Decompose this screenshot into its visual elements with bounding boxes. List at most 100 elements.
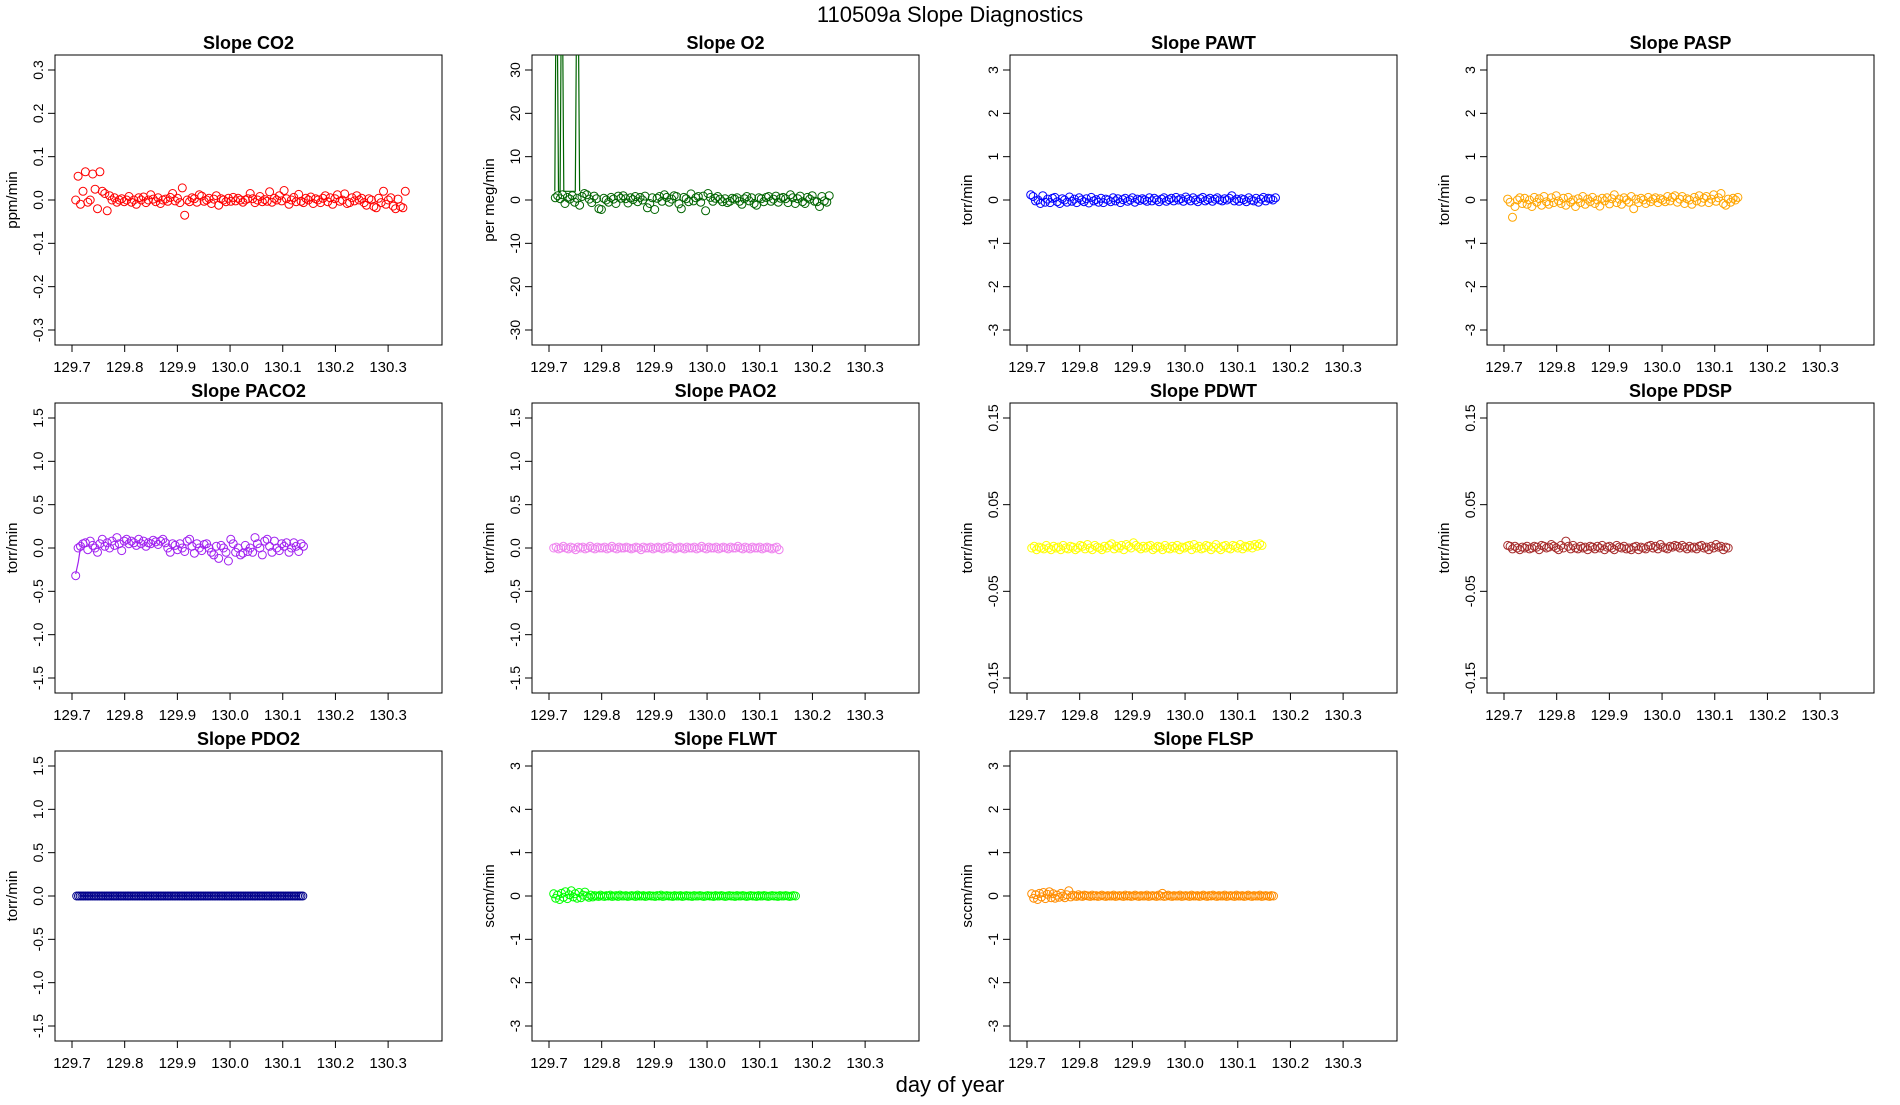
data-point <box>1044 543 1054 553</box>
data-point <box>1147 196 1157 206</box>
data-point <box>1561 536 1571 546</box>
data-point <box>93 204 102 214</box>
y-axis-label: ppm/min <box>4 171 21 229</box>
data-point <box>697 541 707 551</box>
x-tick-label: 130.3 <box>369 359 407 376</box>
data-point <box>665 541 675 551</box>
data-point <box>1191 195 1200 205</box>
data-point <box>148 194 158 204</box>
data-point <box>559 892 568 902</box>
data-point <box>1175 545 1185 555</box>
y-tick-label: -2 <box>507 976 523 989</box>
y-tick-label: -1.5 <box>30 666 46 690</box>
x-tick-label: 130.2 <box>794 707 832 724</box>
data-point <box>1508 544 1517 554</box>
data-point <box>374 193 384 203</box>
data-point <box>206 547 216 557</box>
data-point <box>646 542 656 552</box>
data-point <box>289 192 299 202</box>
y-tick-label: 0 <box>507 196 523 204</box>
data-point <box>1203 195 1213 205</box>
data-point <box>126 197 136 207</box>
x-tick-label: 129.9 <box>1591 707 1629 724</box>
y-tick-label: -0.15 <box>1462 662 1478 694</box>
chart-paco2: Slope PACO2 torr/min -1.5 -1.0 -0.5 0.0 0.5 1.0… <box>4 381 443 724</box>
data-point <box>332 190 342 200</box>
data-point <box>735 196 744 206</box>
y-tick-label: 0.2 <box>30 103 46 123</box>
data-point <box>100 189 110 198</box>
data-point <box>388 201 398 211</box>
x-tick-label: 129.7 <box>530 359 568 376</box>
data-point <box>291 541 301 551</box>
x-tick-label: 129.7 <box>1485 707 1523 724</box>
data-point <box>129 195 139 205</box>
data-point <box>219 543 228 553</box>
data-point <box>1026 190 1036 200</box>
data-point <box>590 544 600 554</box>
data-point <box>1103 195 1113 205</box>
data-point <box>553 890 563 900</box>
x-tick-label: 130.0 <box>211 1055 249 1072</box>
x-tick-label: 129.9 <box>159 1055 197 1072</box>
data-point <box>738 544 748 554</box>
data-point <box>772 542 782 552</box>
y-axis-label: torr/min <box>4 871 21 922</box>
y-tick-label: -1 <box>1462 237 1478 250</box>
data-point <box>621 194 631 204</box>
data-point <box>575 200 585 210</box>
data-point <box>1701 542 1711 552</box>
data-point <box>189 548 199 558</box>
data-point <box>1053 542 1063 552</box>
y-tick-label: 3 <box>1462 66 1478 74</box>
data-point <box>211 191 221 201</box>
data-point <box>1563 192 1573 202</box>
data-point <box>1522 541 1532 551</box>
data-point <box>1718 199 1728 208</box>
data-point <box>1728 193 1738 203</box>
y-tick-label: -1.0 <box>30 970 46 994</box>
x-tick-label: 130.3 <box>1801 359 1839 376</box>
x-tick-label: 129.7 <box>53 359 91 376</box>
data-point <box>1133 542 1143 552</box>
data-point <box>585 541 595 551</box>
data-point <box>1027 543 1037 553</box>
x-tick-label: 129.7 <box>53 1055 91 1072</box>
data-point <box>1619 541 1629 551</box>
data-point <box>1672 197 1682 207</box>
data-point <box>398 203 408 213</box>
data-point <box>701 544 711 554</box>
y-tick-label: -3 <box>985 324 1001 337</box>
y-tick-label: -0.15 <box>985 662 1001 694</box>
data-point <box>223 556 233 566</box>
data-point <box>774 545 784 555</box>
data-point <box>1166 193 1176 203</box>
data-point <box>1723 194 1733 204</box>
data-point <box>745 544 755 554</box>
data-point <box>1261 196 1271 206</box>
x-tick-label: 130.1 <box>1696 359 1734 376</box>
data-point <box>733 541 743 551</box>
data-point <box>1597 193 1607 203</box>
data-point <box>747 193 757 203</box>
data-point <box>1512 543 1522 553</box>
data-point <box>1685 195 1694 205</box>
x-tick-label: 130.0 <box>211 707 249 724</box>
data-point <box>245 543 255 553</box>
x-tick-label: 130.3 <box>846 1055 884 1072</box>
data-point <box>562 192 572 202</box>
x-tick-label: 130.3 <box>369 1055 407 1072</box>
data-point <box>117 546 127 556</box>
x-tick-label: 130.0 <box>1166 1055 1204 1072</box>
data-point <box>1167 541 1177 551</box>
data-point <box>742 192 752 201</box>
data-point <box>182 195 192 205</box>
data-point <box>1706 194 1716 204</box>
y-tick-label: 0.0 <box>30 886 46 906</box>
chart-title: Slope FLSP <box>1153 729 1253 749</box>
x-tick-label: 130.1 <box>1219 359 1257 376</box>
data-point <box>1157 194 1167 204</box>
data-point <box>248 547 258 557</box>
data-point <box>1205 193 1215 203</box>
